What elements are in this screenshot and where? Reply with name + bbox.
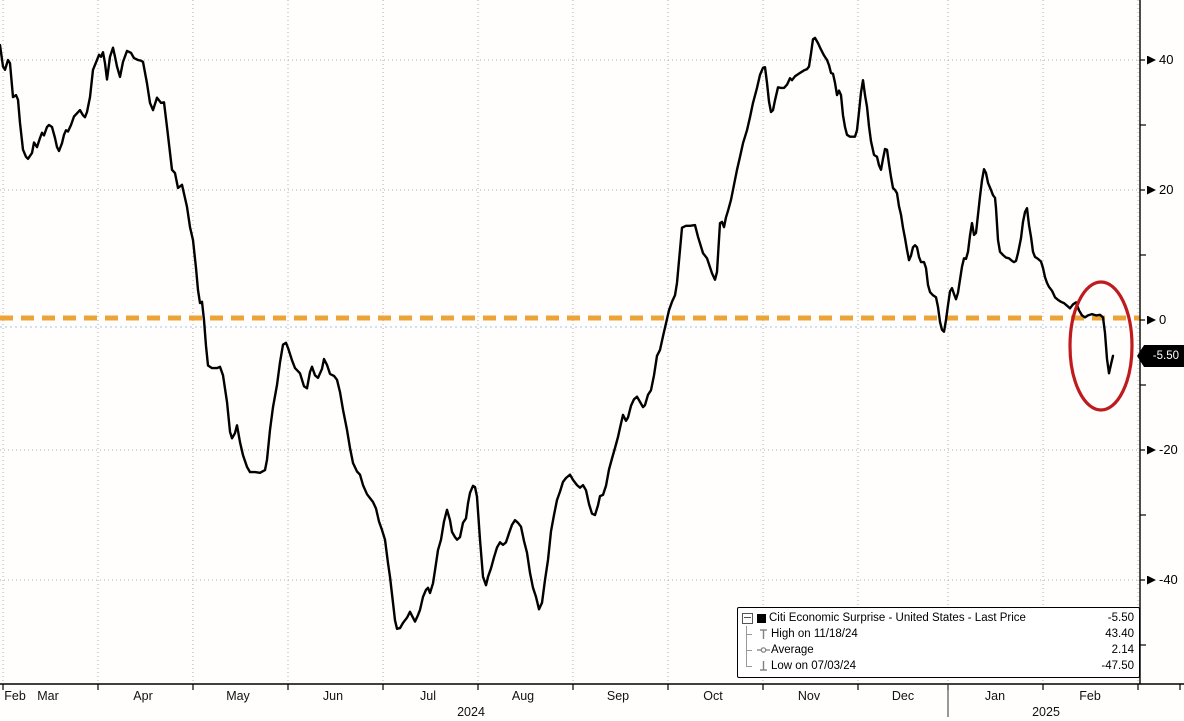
legend-series-value: -5.50 <box>1107 612 1134 624</box>
legend-box[interactable]: Citi Economic Surprise - United States -… <box>737 607 1140 678</box>
axis-arrow-icon <box>1147 575 1156 585</box>
series-square-icon <box>753 613 769 623</box>
legend-low-value: -47.50 <box>1101 660 1134 672</box>
axis-arrow-icon <box>1147 185 1156 195</box>
x-axis-month-label: Jul <box>420 689 436 703</box>
highlight-ellipse <box>1068 280 1134 412</box>
legend-high-label: High on 11/18/24 <box>771 628 858 640</box>
y-axis-label-0: 0 <box>1147 312 1166 328</box>
legend-row-average[interactable]: Average 2.14 <box>742 642 1134 658</box>
x-axis-month-label: Mar <box>37 689 59 703</box>
y-axis-label--40: -40 <box>1147 572 1178 588</box>
x-axis-month-label: Sep <box>606 689 630 703</box>
legend-row-low[interactable]: Low on 07/03/24 -47.50 <box>742 658 1134 674</box>
legend-average-value: 2.14 <box>1111 644 1134 656</box>
x-axis-month-label: Apr <box>133 689 153 703</box>
x-axis-month-label: Feb <box>4 689 26 703</box>
y-axis-label-20: 20 <box>1147 182 1173 198</box>
price-line <box>0 36 1115 630</box>
high-marker-icon <box>755 628 771 640</box>
legend-series-label: Citi Economic Surprise - United States -… <box>769 612 1026 624</box>
x-axis-month-label: Feb <box>1079 689 1101 703</box>
last-price-flag: -5.50 <box>1137 345 1184 367</box>
low-marker-icon <box>755 660 771 672</box>
legend-tree-branch <box>742 658 755 674</box>
legend-collapse-icon[interactable] <box>742 612 753 624</box>
legend-tree-branch <box>742 626 755 642</box>
x-axis-month-label: Dec <box>891 689 915 703</box>
last-price-flag-text: -5.50 <box>1152 350 1179 362</box>
year-label-2024: 2024 <box>457 705 485 719</box>
x-axis-month-label: Jan <box>984 689 1006 703</box>
legend-low-label: Low on 07/03/24 <box>771 660 857 672</box>
legend-high-value: 43.40 <box>1105 628 1134 640</box>
y-axis-label-40: 40 <box>1147 52 1173 68</box>
x-axis-month-label: Jun <box>322 689 344 703</box>
x-axis-month-label: Nov <box>797 689 821 703</box>
legend-average-label: Average <box>771 644 814 656</box>
year-label-2025: 2025 <box>1032 705 1060 719</box>
x-axis-month-label: May <box>226 689 250 703</box>
x-axis-month-label: Aug <box>511 689 535 703</box>
average-marker-icon <box>755 646 771 654</box>
x-axis-month-label: Oct <box>703 689 723 703</box>
axis-arrow-icon <box>1147 445 1156 455</box>
legend-tree-branch <box>742 642 755 658</box>
axis-arrow-icon <box>1147 315 1156 325</box>
legend-row-series[interactable]: Citi Economic Surprise - United States -… <box>742 610 1134 626</box>
legend-row-high[interactable]: High on 11/18/24 43.40 <box>742 626 1134 642</box>
axis-arrow-icon <box>1147 55 1156 65</box>
y-axis-label--20: -20 <box>1147 442 1178 458</box>
